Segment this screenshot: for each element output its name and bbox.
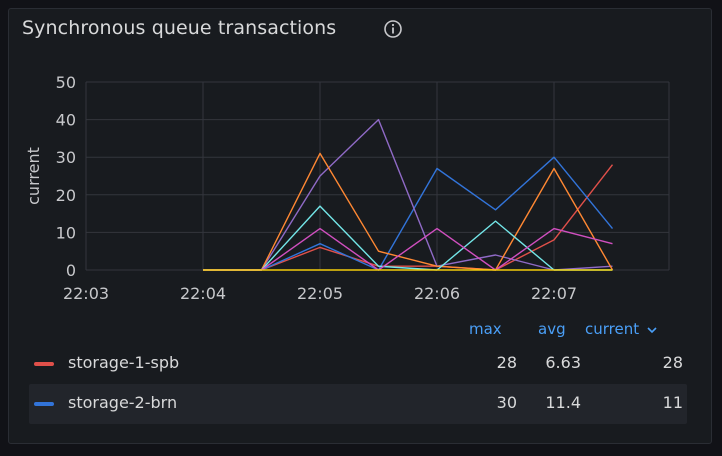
legend-current-value: 28	[662, 353, 683, 372]
y-tick-label: 50	[56, 73, 76, 92]
x-tick-label: 22:03	[63, 284, 109, 303]
x-tick-label: 22:06	[414, 284, 460, 303]
legend-max-value: 30	[496, 393, 517, 412]
series-line	[203, 227, 613, 271]
legend-row[interactable]: storage-1-spb 28 6.63 28	[29, 344, 687, 384]
series-lines	[203, 118, 614, 271]
y-tick-label: 40	[56, 111, 76, 130]
series-line	[203, 152, 614, 271]
x-tick-label: 22:07	[531, 284, 577, 303]
legend-col-max[interactable]: max	[469, 320, 502, 338]
series-line	[203, 118, 613, 271]
legend-row[interactable]: storage-2-brn 30 11.4 11	[29, 384, 687, 424]
legend-current-value: 11	[662, 393, 683, 412]
time-series-chart[interactable]: 0 10 20 30 40 50 22:03 22:04 22:05 22:06 22:07 cu…	[9, 9, 711, 309]
y-tick-label: 0	[66, 261, 76, 280]
chart-grid	[85, 81, 670, 271]
x-tick-labels: 22:03 22:04 22:05 22:06 22:07	[63, 284, 577, 303]
y-axis-label: current	[24, 147, 43, 205]
y-tick-label: 30	[56, 148, 76, 167]
legend-avg-value: 6.63	[545, 353, 581, 372]
x-tick-label: 22:05	[297, 284, 343, 303]
legend-col-current-label: current	[585, 320, 640, 338]
series-line	[203, 156, 614, 271]
legend-series-name: storage-2-brn	[68, 393, 178, 412]
y-tick-label: 20	[56, 186, 76, 205]
legend-col-current[interactable]: current	[585, 320, 658, 338]
chevron-down-icon	[647, 326, 657, 333]
legend-max-value: 28	[496, 353, 517, 372]
legend-swatch	[34, 402, 54, 406]
y-tick-label: 10	[56, 223, 76, 242]
y-tick-labels: 0 10 20 30 40 50	[56, 73, 76, 280]
legend-series-name: storage-1-spb	[68, 353, 180, 372]
panel: Synchronous queue transactions 0 10 20 30 40…	[8, 8, 712, 444]
panel-title: Synchronous queue transactions	[22, 17, 337, 39]
series-line	[203, 205, 613, 271]
legend-col-avg[interactable]: avg	[538, 320, 566, 338]
x-tick-label: 22:04	[180, 284, 226, 303]
series-line	[203, 164, 614, 271]
legend-avg-value: 11.4	[545, 393, 581, 412]
legend-swatch	[34, 362, 54, 366]
info-icon[interactable]	[383, 19, 403, 39]
